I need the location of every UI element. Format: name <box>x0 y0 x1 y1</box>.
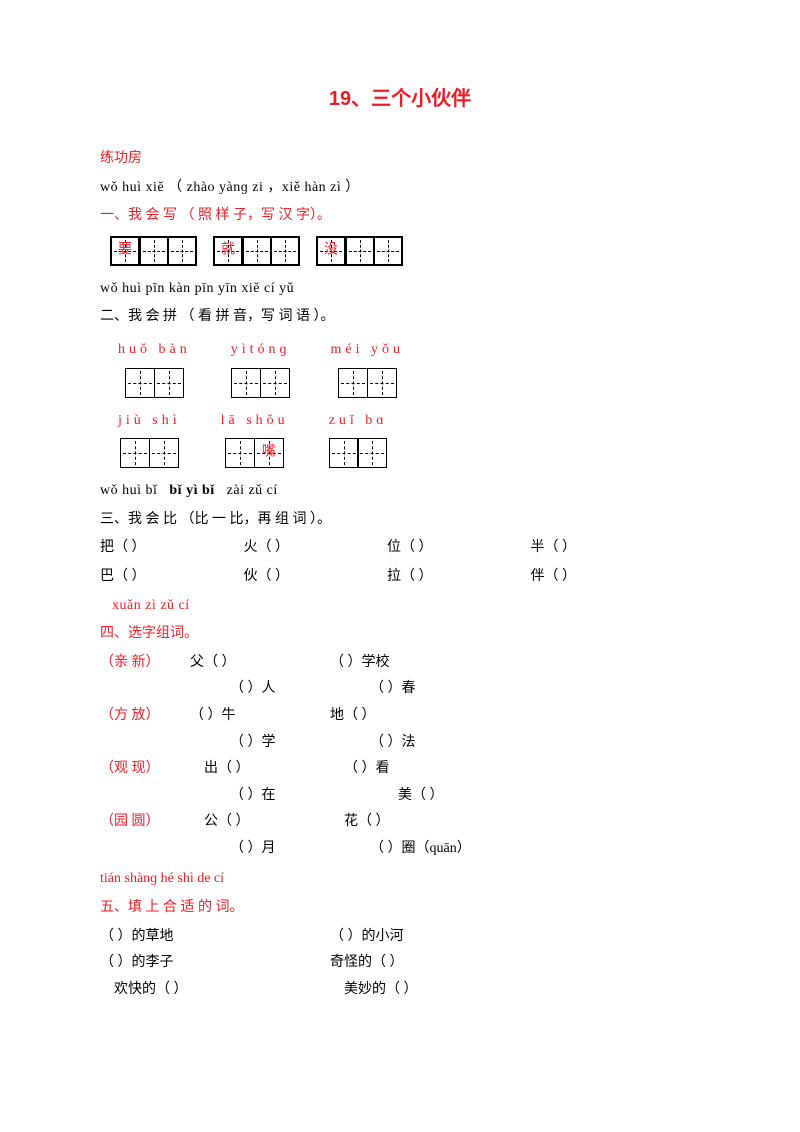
s4-g3-b2: （ ）圈（quān） <box>370 836 530 863</box>
s5-2-0: 欢快的（ ） <box>100 977 344 1004</box>
s4-g0-label: （亲 新） <box>100 650 190 677</box>
tian-cell <box>270 236 300 266</box>
tian-cell: 嘴 <box>254 438 284 468</box>
tian-cell: 没 <box>316 236 346 266</box>
s4-g3-label: （园 圆） <box>100 809 190 836</box>
s5-0-1: （ ）的小河 <box>330 924 560 951</box>
s4-g3-b: 花（ ） <box>344 809 504 836</box>
s2-py-3: jiù shì <box>118 408 181 435</box>
s1-group-0: 要 <box>110 236 197 266</box>
tian-cell <box>357 438 387 468</box>
char-zui: 嘴 <box>262 440 276 467</box>
s4-g2-label: （观 现） <box>100 756 190 783</box>
s2-after-1: wǒ huì bǐ <box>100 483 169 498</box>
tian-cell <box>149 438 179 468</box>
tian-cell <box>139 236 169 266</box>
char-0: 要 <box>118 237 132 264</box>
s1-heading: 一、我 会 写 （ 照 样 子，写 汉 字）。 <box>100 203 700 230</box>
s3-r1-0: 把（ ） <box>100 535 240 562</box>
tian-cell: 就 <box>213 236 243 266</box>
tian-cell: 要 <box>110 236 140 266</box>
s4-g2-a: 出（ ） <box>190 756 344 783</box>
s2-g-1: yìtónɡ <box>231 337 291 398</box>
s5-body: （ ）的草地（ ）的小河 （ ）的李子奇怪的（ ） 欢快的（ ）美妙的（ ） <box>100 924 700 1004</box>
s4-g0-b2: （ ）春 <box>370 676 530 703</box>
tian-cell <box>242 236 272 266</box>
s4-g2-a2: （ ）在 <box>190 783 370 810</box>
s2-after-3: zài zǔ cí <box>215 483 278 498</box>
tian-cell <box>125 368 155 398</box>
tian-cell <box>367 368 397 398</box>
s2-py-5: zuǐ bɑ <box>329 408 388 435</box>
s4-g3-a: 公（ ） <box>190 809 344 836</box>
tian-cell <box>225 438 255 468</box>
s4-g2-b: （ ）看 <box>344 756 504 783</box>
s2-py-4: lā shǒu <box>221 408 289 435</box>
s2-heading: 二、我 会 拼 （ 看 拼 音，写 词 语 ）。 <box>100 304 700 331</box>
tian-cell <box>329 438 359 468</box>
tian-cell <box>231 368 261 398</box>
s4-g3-a2: （ ）月 <box>190 836 370 863</box>
tian-cell <box>338 368 368 398</box>
s4-g0-a2: （ ）人 <box>190 676 370 703</box>
s3-r1-3: 半（ ） <box>531 535 671 562</box>
s3-r2: 巴（ ） 伙（ ） 拉（ ） 伴（ ） <box>100 564 700 591</box>
s1-boxes: 要 就 没 <box>110 236 700 266</box>
s4-g1-a: （ ）牛 <box>190 703 330 730</box>
s5-0-0: （ ）的草地 <box>100 924 330 951</box>
s2-py-1: yìtónɡ <box>231 337 291 364</box>
s3-r2-2: 拉（ ） <box>387 564 527 591</box>
s4-g1-b: 地（ ） <box>330 703 490 730</box>
s4-g2-b2: 美（ ） <box>370 783 558 810</box>
s5-heading: 五、填 上 合 适 的 词。 <box>100 895 700 922</box>
s3-heading: 三、我 会 比 （比 一 比，再 组 词 ）。 <box>100 507 700 534</box>
tian-cell <box>154 368 184 398</box>
s5-1-1: 奇怪的（ ） <box>330 950 560 977</box>
s3-r1-2: 位（ ） <box>387 535 527 562</box>
s2-g-3: jiù shì <box>118 408 181 469</box>
s2-g-0: huǒ bàn <box>118 337 191 398</box>
s4-heading: 四、选字组词。 <box>100 621 700 648</box>
s5-2-1: 美妙的（ ） <box>344 977 574 1004</box>
char-1: 就 <box>221 237 235 264</box>
s3-r1-1: 火（ ） <box>244 535 384 562</box>
s2-row1: huǒ bàn yìtónɡ méi yǒu <box>118 337 700 398</box>
tian-cell <box>345 236 375 266</box>
s4-g1-label: （方 放） <box>100 703 190 730</box>
s2-after-pinyin: wǒ huì bǐ bǐ yì bǐ zài zǔ cí <box>100 478 700 505</box>
s4-g1-b2: （ ）法 <box>370 730 530 757</box>
s2-g-4: lā shǒu 嘴 <box>221 408 289 469</box>
s2-row2: jiù shì lā shǒu 嘴 zuǐ bɑ <box>118 408 700 469</box>
s1-group-1: 就 <box>213 236 300 266</box>
subtitle: 练功房 <box>100 146 700 173</box>
char-2: 没 <box>324 237 338 264</box>
tian-cell <box>167 236 197 266</box>
s4-g0-b: （ ）学校 <box>330 650 490 677</box>
s4-body: （亲 新）父（ ）（ ）学校 （ ）人（ ）春 （方 放）（ ）牛地（ ） （ … <box>100 650 700 863</box>
s3-r1: 把（ ） 火（ ） 位（ ） 半（ ） <box>100 535 700 562</box>
s2-after-2: bǐ yì bǐ <box>169 483 214 498</box>
s1-pinyin: wǒ huì xiě （ zhào yànɡ zi ，xiě hàn zì ） <box>100 175 700 202</box>
s4-g1-a2: （ ）学 <box>190 730 370 757</box>
s2-g-5: zuǐ bɑ <box>329 408 388 469</box>
s2-py-2: méi yǒu <box>331 337 405 364</box>
s4-g0-a: 父（ ） <box>190 650 330 677</box>
tian-cell <box>120 438 150 468</box>
page-title: 19、三个小伙伴 <box>100 80 700 118</box>
tian-cell <box>373 236 403 266</box>
s2-py-0: huǒ bàn <box>118 337 191 364</box>
s2-g-2: méi yǒu <box>331 337 405 398</box>
tian-cell <box>260 368 290 398</box>
s4-pinyin: xuǎn zì zǔ cí <box>112 593 700 620</box>
s5-pinyin: tián shànɡ hé shì de cí <box>100 866 700 893</box>
s3-r2-3: 伴（ ） <box>531 564 671 591</box>
s2-pre-pinyin: wǒ huì pīn kàn pīn yīn xiě cí yǔ <box>100 276 700 303</box>
s5-1-0: （ ）的李子 <box>100 950 330 977</box>
s1-group-2: 没 <box>316 236 403 266</box>
s3-r2-0: 巴（ ） <box>100 564 240 591</box>
s3-r2-1: 伙（ ） <box>244 564 384 591</box>
